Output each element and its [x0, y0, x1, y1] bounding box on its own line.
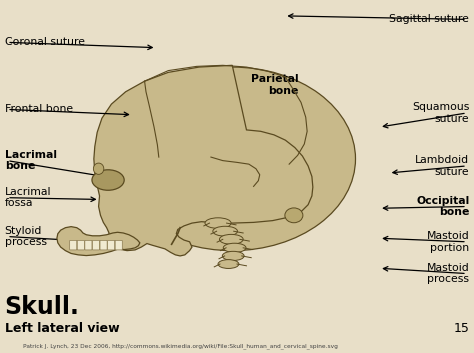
Text: Left lateral view: Left lateral view [5, 322, 119, 335]
Polygon shape [57, 227, 140, 256]
Text: Sagittal suture: Sagittal suture [389, 14, 469, 24]
Text: Styloid
process: Styloid process [5, 226, 47, 247]
Text: Lacrimal
fossa: Lacrimal fossa [5, 187, 51, 209]
Polygon shape [94, 65, 313, 256]
Ellipse shape [93, 163, 104, 174]
Ellipse shape [219, 234, 243, 244]
FancyBboxPatch shape [70, 240, 77, 250]
Text: Lambdoid
suture: Lambdoid suture [415, 155, 469, 177]
Ellipse shape [218, 260, 239, 268]
Ellipse shape [223, 243, 246, 252]
FancyBboxPatch shape [108, 240, 115, 250]
FancyBboxPatch shape [100, 240, 107, 250]
Ellipse shape [92, 170, 124, 190]
Text: Mastoid
portion: Mastoid portion [427, 231, 469, 253]
Text: 15: 15 [454, 323, 469, 335]
Text: Mastoid
process: Mastoid process [427, 263, 469, 285]
Ellipse shape [285, 208, 303, 223]
Text: Patrick J. Lynch, 23 Dec 2006, http://commons.wikimedia.org/wiki/File:Skull_huma: Patrick J. Lynch, 23 Dec 2006, http://co… [23, 344, 337, 349]
Text: Occipital
bone: Occipital bone [416, 196, 469, 217]
Text: Parietal
bone: Parietal bone [251, 74, 299, 96]
Text: Lacrimal
bone: Lacrimal bone [5, 150, 57, 172]
Ellipse shape [205, 218, 231, 228]
FancyBboxPatch shape [77, 240, 84, 250]
Text: Coronal suture: Coronal suture [5, 37, 85, 47]
Text: Skull.: Skull. [5, 295, 80, 319]
FancyBboxPatch shape [92, 240, 100, 250]
Ellipse shape [109, 67, 356, 251]
FancyBboxPatch shape [85, 240, 92, 250]
Ellipse shape [222, 251, 244, 261]
Ellipse shape [213, 226, 237, 236]
Text: Frontal bone: Frontal bone [5, 104, 73, 114]
FancyBboxPatch shape [115, 240, 122, 250]
Text: Squamous
suture: Squamous suture [412, 102, 469, 124]
